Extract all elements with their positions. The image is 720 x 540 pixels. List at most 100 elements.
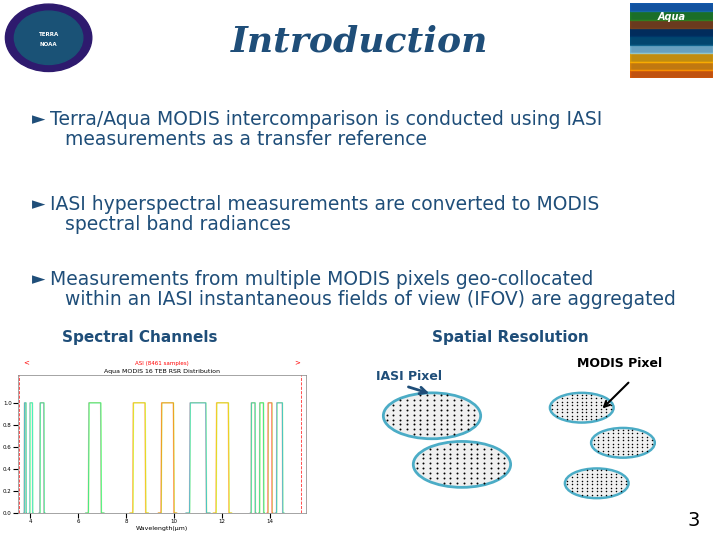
Point	[561, 408, 572, 416]
Point	[636, 440, 648, 448]
Point	[571, 397, 582, 406]
Point	[576, 487, 588, 496]
Point	[617, 433, 629, 441]
Point	[591, 469, 603, 478]
Point	[451, 440, 463, 448]
Point	[581, 483, 593, 492]
Point	[611, 473, 622, 482]
Point	[449, 430, 460, 438]
Point	[622, 450, 634, 458]
Point	[595, 397, 607, 406]
Point	[458, 454, 469, 463]
Point	[586, 480, 598, 489]
Point	[546, 404, 558, 413]
Point	[492, 454, 503, 463]
Point	[421, 391, 433, 400]
Point	[585, 408, 597, 416]
Point	[465, 444, 477, 453]
Point	[595, 408, 607, 416]
Ellipse shape	[550, 393, 613, 422]
Point	[408, 410, 420, 419]
Point	[478, 444, 490, 453]
Point	[428, 410, 440, 419]
Point	[431, 474, 443, 482]
Point	[598, 436, 609, 444]
Point	[567, 473, 578, 482]
Point	[444, 454, 456, 463]
Bar	[630, 28, 713, 36]
Point	[593, 447, 604, 455]
Point	[647, 436, 658, 444]
Point	[571, 408, 582, 416]
Point	[576, 476, 588, 485]
Point	[408, 430, 420, 438]
Point	[451, 444, 463, 453]
Point	[557, 411, 568, 420]
Point	[435, 406, 446, 414]
Point	[566, 397, 577, 406]
X-axis label: Wavelength(μm): Wavelength(μm)	[136, 525, 188, 531]
Point	[631, 447, 643, 455]
Point	[580, 401, 592, 409]
Point	[552, 404, 563, 413]
Point	[612, 447, 624, 455]
Text: IASI Pixel: IASI Pixel	[376, 370, 442, 383]
Point	[561, 401, 572, 409]
Text: Terra/Aqua MODIS intercomparison is conducted using IASI: Terra/Aqua MODIS intercomparison is cond…	[50, 110, 602, 129]
Point	[617, 429, 629, 437]
Point	[449, 410, 460, 419]
Point	[576, 469, 588, 478]
Point	[571, 401, 582, 409]
Point	[586, 483, 598, 492]
Text: within an IASI instantaneous fields of view (IFOV) are aggregated: within an IASI instantaneous fields of v…	[65, 290, 676, 309]
Point	[557, 401, 568, 409]
Point	[636, 429, 648, 437]
Point	[415, 406, 426, 414]
Point	[585, 401, 597, 409]
Point	[586, 476, 598, 485]
Point	[576, 390, 588, 399]
Point	[600, 480, 612, 489]
Point	[465, 454, 477, 463]
Point	[626, 433, 638, 441]
Point	[421, 420, 433, 429]
Point	[395, 425, 406, 434]
Point	[485, 464, 497, 472]
Point	[435, 410, 446, 419]
Point	[478, 469, 490, 477]
Text: Spatial Resolution: Spatial Resolution	[431, 330, 588, 345]
Point	[465, 449, 477, 458]
Point	[605, 404, 616, 413]
Point	[415, 391, 426, 400]
Point	[438, 474, 449, 482]
Point	[492, 469, 503, 477]
Bar	[630, 3, 713, 11]
Point	[552, 408, 563, 416]
Point	[581, 487, 593, 496]
Point	[435, 391, 446, 400]
Point	[492, 459, 503, 468]
Point	[571, 394, 582, 402]
Point	[408, 415, 420, 424]
Point	[415, 420, 426, 429]
Point	[462, 420, 473, 429]
Point	[603, 440, 614, 448]
Point	[424, 444, 436, 453]
Text: ►: ►	[32, 195, 45, 213]
Point	[606, 476, 617, 485]
Point	[607, 436, 618, 444]
Point	[485, 444, 497, 453]
Point	[586, 490, 598, 499]
Point	[622, 426, 634, 434]
Point	[451, 454, 463, 463]
Point	[418, 464, 429, 472]
Point	[580, 390, 592, 399]
Point	[424, 454, 436, 463]
Point	[605, 401, 616, 409]
Bar	[630, 19, 713, 28]
Point	[631, 443, 643, 451]
Point	[595, 490, 607, 499]
Point	[401, 406, 413, 414]
Text: measurements as a transfer reference: measurements as a transfer reference	[65, 130, 427, 149]
Point	[603, 447, 614, 455]
